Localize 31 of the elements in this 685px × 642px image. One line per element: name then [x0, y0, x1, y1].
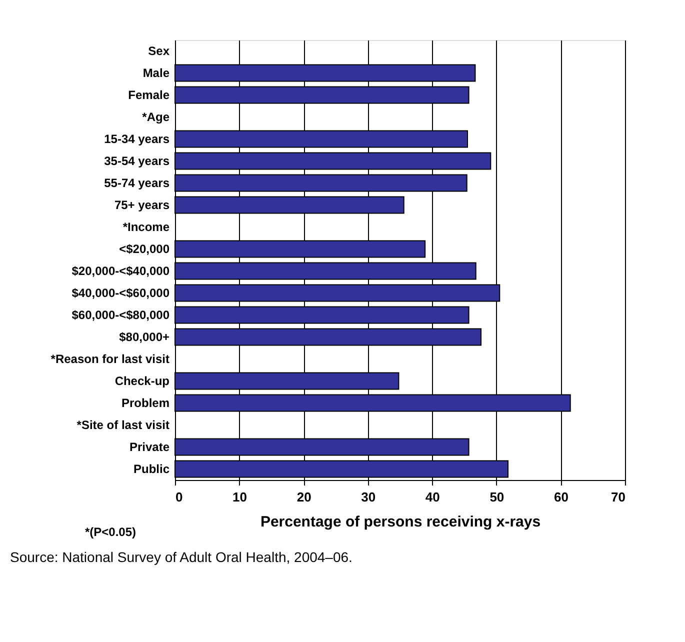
x-tick-label: 50: [490, 490, 504, 504]
y-tick-label: *Reason for last visit: [50, 352, 170, 366]
y-tick-label: *Age: [142, 110, 170, 124]
y-tick-label: *Site of last visit: [76, 418, 170, 432]
x-tick-label: 60: [554, 490, 568, 504]
y-tick-label: Private: [129, 440, 170, 454]
x-tick-label: 20: [296, 490, 312, 504]
y-tick-label: $80,000+: [119, 330, 170, 344]
x-tick-label: 30: [361, 490, 376, 504]
y-tick-label: $20,000-<$40,000: [72, 264, 170, 278]
y-tick-label: $60,000-<$80,000: [72, 308, 170, 322]
y-tick-label: Sex: [148, 44, 170, 58]
y-tick-label: 15-34 years: [104, 132, 170, 146]
x-tick-label: 10: [232, 490, 248, 504]
x-tick-label: 40: [425, 490, 440, 504]
x-tick-label: 0: [176, 490, 183, 504]
y-tick-label: 55-74 years: [104, 176, 170, 190]
y-tick-label: *Income: [122, 220, 170, 234]
y-tick-label: Check-up: [114, 374, 170, 388]
y-tick-label: Public: [133, 462, 170, 476]
y-tick-label: Problem: [121, 396, 170, 410]
x-axis-title: Percentage of persons receiving x-rays: [260, 514, 541, 530]
y-tick-label: Male: [142, 66, 170, 80]
y-tick-label: Female: [128, 88, 170, 102]
y-tick-label: 35-54 years: [104, 154, 170, 168]
y-tick-label: $40,000-<$60,000: [72, 286, 170, 300]
source-note: Source: National Survey of Adult Oral Health, 2004–06.: [10, 549, 352, 565]
y-tick-label: <$20,000: [119, 242, 170, 256]
y-tick-label: 75+ years: [114, 198, 170, 212]
text: *(P<0.05): [85, 525, 136, 539]
x-tick-label: 70: [611, 490, 626, 504]
